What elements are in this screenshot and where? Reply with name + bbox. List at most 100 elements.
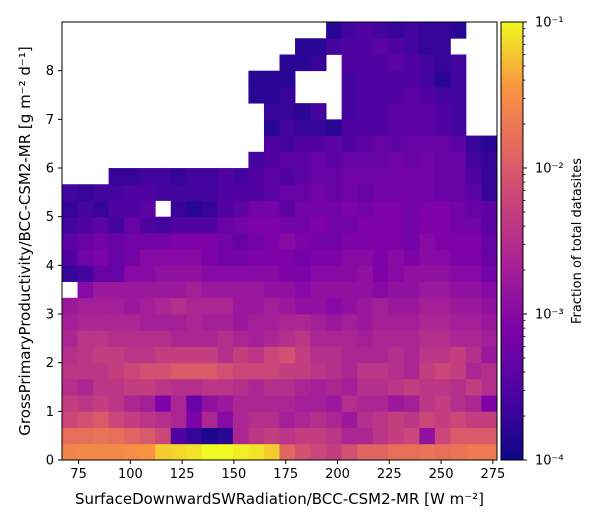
heatmap-cell (465, 184, 482, 201)
heatmap-cell (357, 265, 374, 282)
heatmap-cell (279, 411, 296, 428)
heatmap-cell (434, 314, 451, 331)
heatmap-cell (450, 314, 467, 331)
heatmap-cell (450, 281, 467, 299)
heatmap-cell (232, 362, 249, 380)
heatmap-cell (357, 86, 374, 104)
heatmap-cell (419, 232, 436, 250)
heatmap-cell (481, 232, 498, 250)
heatmap-cell (341, 346, 358, 364)
heatmap-cell (124, 281, 141, 299)
heatmap-cell (403, 216, 420, 234)
heatmap-cell (248, 378, 265, 396)
heatmap-cell (419, 362, 436, 380)
heatmap-cell (170, 168, 187, 185)
heatmap-cell (248, 411, 265, 428)
heatmap-cell (248, 70, 265, 88)
heatmap-cell (295, 378, 311, 396)
heatmap-cell (155, 216, 172, 234)
heatmap-cell (357, 297, 374, 315)
heatmap-cell (279, 346, 296, 364)
heatmap-cell (93, 200, 110, 218)
heatmap-cell (124, 427, 141, 445)
heatmap-cell (77, 427, 94, 445)
heatmap-cell (77, 346, 94, 364)
heatmap-cell (201, 378, 218, 396)
heatmap-cell (232, 281, 249, 299)
heatmap-cell (434, 119, 451, 136)
heatmap-cell (295, 427, 311, 445)
heatmap-cell (372, 395, 389, 412)
heatmap-cell (481, 395, 498, 412)
heatmap-cell (450, 297, 467, 315)
heatmap-cell (357, 70, 374, 88)
heatmap-cell (263, 427, 280, 445)
heatmap-cell (450, 70, 467, 88)
heatmap-cell (341, 22, 358, 39)
heatmap-cell (124, 362, 141, 380)
heatmap-cell (450, 330, 467, 347)
heatmap-cell (403, 249, 420, 266)
heatmap-cell (403, 54, 420, 72)
heatmap-cell (139, 314, 156, 331)
heatmap-cell (357, 378, 374, 396)
heatmap-cell (201, 232, 218, 250)
heatmap-cell (108, 297, 125, 315)
heatmap-cell (77, 216, 94, 234)
heatmap-cell (388, 70, 405, 88)
heatmap-cell (481, 135, 498, 153)
heatmap-cell (62, 265, 78, 282)
heatmap-cell (403, 281, 420, 299)
heatmap-cell (186, 362, 203, 380)
heatmap-cell (232, 200, 249, 218)
heatmap-cell (279, 119, 296, 136)
heatmap-cell (434, 443, 451, 461)
heatmap-cell (201, 265, 218, 282)
heatmap-cell (295, 265, 311, 282)
colorbar-axis: 10⁻¹ 10⁻² 10⁻³ 10⁻⁴ (523, 16, 564, 469)
heatmap-cell (186, 346, 203, 364)
heatmap-cell (279, 314, 296, 331)
heatmap-cell (434, 330, 451, 347)
heatmap-cell (248, 297, 265, 315)
heatmap-cell (62, 362, 78, 380)
heatmap-cell (310, 265, 327, 282)
heatmap-cell (295, 281, 311, 299)
heatmap-cell (186, 330, 203, 347)
heatmap-cell (186, 216, 203, 234)
heatmap-cell (388, 346, 405, 364)
heatmap-cell (279, 395, 296, 412)
x-tick-label: 150 (222, 467, 247, 482)
heatmap-cell (434, 22, 451, 39)
heatmap-cell (170, 249, 187, 266)
heatmap-cell (201, 200, 218, 218)
heatmap-cell (295, 135, 311, 153)
heatmap-cell (279, 200, 296, 218)
heatmap-cell (434, 151, 451, 169)
heatmap-cell (170, 314, 187, 331)
heatmap-cell (232, 249, 249, 266)
heatmap-cell (372, 86, 389, 104)
y-tick-label: 1 (46, 405, 54, 420)
heatmap-cell (372, 168, 389, 185)
heatmap-cell (419, 22, 436, 39)
heatmap-cell (186, 314, 203, 331)
heatmap-cell (139, 362, 156, 380)
heatmap-cell (465, 346, 482, 364)
heatmap-cell (326, 168, 343, 185)
heatmap-cell (263, 249, 280, 266)
heatmap-cell (434, 184, 451, 201)
heatmap-cell (357, 443, 374, 461)
heatmap-cell (372, 184, 389, 201)
y-tick-label: 6 (46, 162, 54, 177)
heatmap-cell (170, 411, 187, 428)
heatmap-cell (217, 411, 234, 428)
heatmap-cell (465, 151, 482, 169)
heatmap-cell (357, 135, 374, 153)
heatmap-cell (217, 200, 234, 218)
heatmap-cell (295, 443, 311, 461)
heatmap-cell (341, 86, 358, 104)
heatmap-cell (357, 200, 374, 218)
heatmap-cell (388, 249, 405, 266)
heatmap-cell (279, 168, 296, 185)
